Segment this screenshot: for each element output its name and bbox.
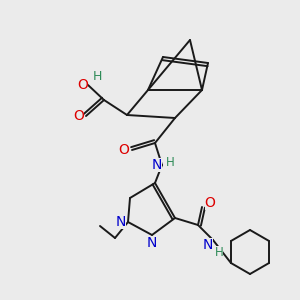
Text: N: N — [116, 215, 126, 229]
Text: H: H — [92, 70, 102, 83]
Text: N: N — [152, 158, 162, 172]
Text: N: N — [203, 238, 213, 252]
Text: O: O — [78, 78, 88, 92]
Text: H: H — [214, 245, 224, 259]
Text: N: N — [147, 236, 157, 250]
Text: O: O — [74, 109, 84, 123]
Text: O: O — [118, 143, 129, 157]
Text: H: H — [166, 157, 174, 169]
Text: O: O — [205, 196, 215, 210]
